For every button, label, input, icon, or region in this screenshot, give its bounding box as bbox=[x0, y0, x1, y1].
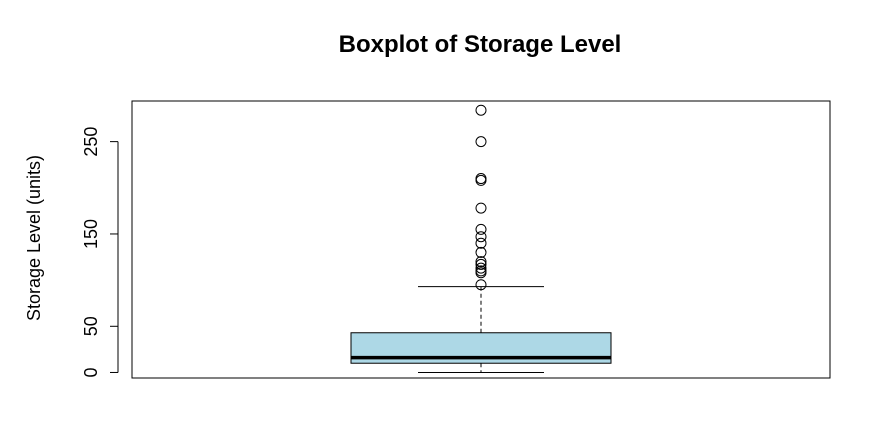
y-tick-label: 250 bbox=[81, 127, 101, 157]
outlier-point bbox=[475, 262, 487, 274]
y-tick-label: 150 bbox=[81, 219, 101, 249]
outlier-group bbox=[475, 104, 487, 291]
outlier-point bbox=[475, 231, 487, 243]
outlier-point bbox=[475, 265, 487, 277]
y-axis: 0 50 150 250 bbox=[81, 127, 119, 377]
box-group bbox=[350, 286, 612, 373]
chart-title: Boxplot of Storage Level bbox=[339, 31, 622, 58]
outlier-point bbox=[475, 202, 487, 214]
outlier-point bbox=[475, 104, 487, 116]
plot-frame bbox=[131, 100, 831, 379]
outlier-point bbox=[475, 237, 487, 249]
outlier-point bbox=[475, 279, 487, 291]
outlier-point bbox=[475, 246, 487, 258]
outlier-point bbox=[475, 258, 487, 270]
y-tick-label: 0 bbox=[81, 367, 101, 377]
y-axis-label: Storage Level (units) bbox=[24, 155, 44, 321]
outlier-point bbox=[475, 256, 487, 268]
outlier-point bbox=[475, 223, 487, 235]
outlier-point bbox=[475, 173, 487, 185]
y-tick-label: 50 bbox=[81, 316, 101, 336]
outlier-point bbox=[475, 136, 487, 148]
